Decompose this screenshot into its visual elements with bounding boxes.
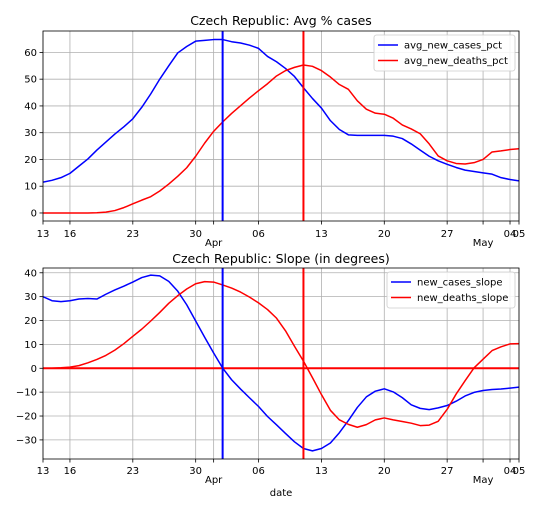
y-tick-label: 30 [24, 128, 37, 139]
x-tick-label: 13 [37, 229, 50, 240]
y-tick-label: −20 [16, 412, 37, 423]
plot-frame [42, 30, 520, 222]
y-tick-label: 60 [24, 48, 37, 59]
y-tick-label: −10 [16, 388, 37, 399]
x-tick-label: May [473, 238, 494, 249]
x-tick-label: 05 [513, 229, 526, 240]
y-tick-label: 20 [24, 316, 37, 327]
series-line-avg_new_cases_pct [43, 38, 519, 183]
x-tick-label: 04 [504, 466, 517, 477]
y-tick-label: −30 [16, 435, 37, 446]
y-tick-label: 30 [24, 292, 37, 303]
x-tick-label: 06 [252, 229, 265, 240]
chart-title: Czech Republic: Avg % cases [190, 13, 372, 28]
x-tick-label: 20 [378, 229, 391, 240]
x-tick-label: 23 [126, 466, 139, 477]
y-tick-label: 10 [24, 340, 37, 351]
x-tick-label: 16 [64, 466, 77, 477]
chart-panel-2: Czech Republic: Slope (in degrees) −30 −20… [16, 251, 525, 499]
x-tick-label: 30 [189, 229, 202, 240]
x-tick-label: 13 [37, 466, 50, 477]
x-tick-label: 30 [189, 466, 202, 477]
x-tick-label: 06 [252, 466, 265, 477]
legend-label: avg_new_cases_pct [404, 41, 502, 52]
y-tick-label: 40 [24, 268, 37, 279]
legend-box [386, 271, 516, 309]
legend: new_cases_slope new_deaths_slope [386, 271, 516, 309]
x-tick-label: Apr [205, 238, 223, 249]
x-tick-label: 13 [315, 229, 328, 240]
x-tick-label: 05 [513, 466, 526, 477]
x-tick-label: 16 [64, 229, 77, 240]
x-axis-label: date [270, 488, 293, 499]
x-tick-label: 27 [441, 229, 454, 240]
x-tick-label: 13 [315, 466, 328, 477]
plot-frame [42, 267, 520, 460]
x-tick-label: 20 [378, 466, 391, 477]
x-tick-label: May [473, 475, 494, 486]
series-line-new_deaths_slope [43, 280, 519, 428]
legend-label: new_deaths_slope [417, 293, 508, 304]
series-line-new_cases_slope [43, 274, 519, 452]
chart-panel-1: Czech Republic: Avg % cases 0 10 20 30 40 50 60… [24, 13, 525, 249]
legend-label: avg_new_deaths_pct [404, 56, 508, 67]
legend: avg_new_cases_pct avg_new_deaths_pct [373, 34, 516, 72]
series-line-avg_new_deaths_pct [43, 64, 519, 214]
y-tick-label: 0 [31, 208, 37, 219]
x-tick-label: 04 [504, 229, 517, 240]
x-tick-label: 23 [126, 229, 139, 240]
chart-title: Czech Republic: Slope (in degrees) [172, 251, 389, 266]
y-tick-label: 40 [24, 101, 37, 112]
legend-label: new_cases_slope [417, 278, 502, 289]
y-tick-label: 50 [24, 75, 37, 86]
x-tick-label: Apr [205, 475, 223, 486]
x-tick-label: 27 [441, 466, 454, 477]
legend-box [373, 34, 516, 72]
y-tick-label: 0 [31, 364, 37, 375]
y-tick-label: 10 [24, 182, 37, 193]
y-tick-label: 20 [24, 155, 37, 166]
